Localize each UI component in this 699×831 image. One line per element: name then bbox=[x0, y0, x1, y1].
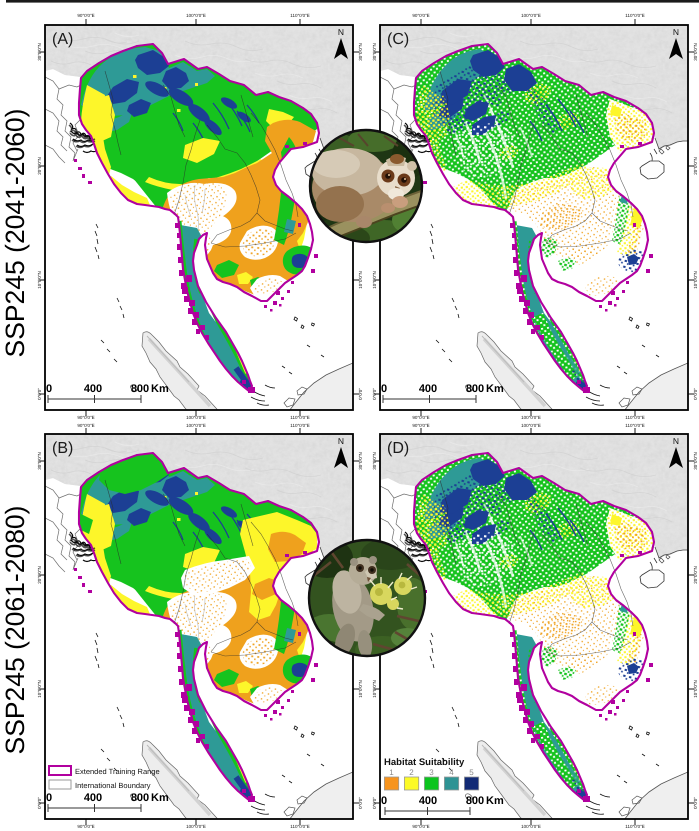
svg-text:100°0'0"E: 100°0'0"E bbox=[521, 13, 541, 18]
svg-text:100°0'0"E: 100°0'0"E bbox=[186, 423, 206, 428]
svg-text:10°0'0"N: 10°0'0"N bbox=[358, 271, 363, 289]
svg-text:110°0'0"E: 110°0'0"E bbox=[625, 415, 644, 420]
svg-text:Habitat Suitability: Habitat Suitability bbox=[384, 757, 465, 768]
svg-text:110°0'0"E: 110°0'0"E bbox=[625, 824, 644, 829]
svg-text:0°0'0": 0°0'0" bbox=[693, 797, 698, 809]
svg-text:90°0'0"E: 90°0'0"E bbox=[77, 423, 94, 428]
svg-text:30°0'0"N: 30°0'0"N bbox=[358, 452, 363, 470]
svg-text:110°0'0"E: 110°0'0"E bbox=[290, 415, 309, 420]
svg-text:800: 800 bbox=[466, 795, 484, 807]
svg-text:10°0'0"N: 10°0'0"N bbox=[358, 680, 363, 698]
svg-text:100°0'0"E: 100°0'0"E bbox=[186, 824, 206, 829]
svg-text:Extended Training Range: Extended Training Range bbox=[75, 767, 160, 776]
svg-text:20°0'0"N: 20°0'0"N bbox=[693, 157, 698, 175]
svg-text:30°0'0"N: 30°0'0"N bbox=[693, 43, 698, 61]
svg-text:110°0'0"E: 110°0'0"E bbox=[625, 423, 644, 428]
svg-text:100°0'0"E: 100°0'0"E bbox=[521, 423, 541, 428]
svg-text:4: 4 bbox=[449, 768, 454, 777]
svg-text:0°0'0": 0°0'0" bbox=[693, 388, 698, 400]
svg-text:20°0'0"N: 20°0'0"N bbox=[693, 566, 698, 584]
svg-text:(A): (A) bbox=[52, 31, 73, 48]
svg-text:110°0'0"E: 110°0'0"E bbox=[625, 13, 644, 18]
svg-text:Km: Km bbox=[486, 795, 504, 807]
svg-text:0: 0 bbox=[381, 795, 387, 807]
svg-text:0°0'0": 0°0'0" bbox=[358, 388, 363, 400]
svg-text:90°0'0"E: 90°0'0"E bbox=[412, 415, 429, 420]
svg-text:(D): (D) bbox=[387, 440, 409, 457]
svg-text:400: 400 bbox=[419, 795, 437, 807]
svg-text:100°0'0"E: 100°0'0"E bbox=[521, 824, 541, 829]
svg-text:100°0'0"E: 100°0'0"E bbox=[186, 415, 206, 420]
svg-text:2: 2 bbox=[409, 768, 414, 777]
svg-text:90°0'0"E: 90°0'0"E bbox=[412, 824, 429, 829]
svg-text:SSP245 (2041-2060): SSP245 (2041-2060) bbox=[0, 109, 30, 358]
svg-text:90°0'0"E: 90°0'0"E bbox=[77, 824, 94, 829]
svg-text:10°0'0"N: 10°0'0"N bbox=[693, 680, 698, 698]
svg-text:30°0'0"N: 30°0'0"N bbox=[358, 43, 363, 61]
svg-text:90°0'0"E: 90°0'0"E bbox=[77, 415, 94, 420]
svg-text:(C): (C) bbox=[387, 31, 409, 48]
svg-text:110°0'0"E: 110°0'0"E bbox=[290, 13, 309, 18]
svg-text:(B): (B) bbox=[52, 440, 73, 457]
svg-text:International Boundary: International Boundary bbox=[75, 781, 151, 790]
svg-text:SSP245 (2061-2080): SSP245 (2061-2080) bbox=[0, 506, 30, 755]
svg-text:90°0'0"E: 90°0'0"E bbox=[412, 13, 429, 18]
svg-text:5: 5 bbox=[469, 768, 474, 777]
svg-text:30°0'0"N: 30°0'0"N bbox=[693, 452, 698, 470]
svg-text:3: 3 bbox=[429, 768, 434, 777]
svg-text:100°0'0"E: 100°0'0"E bbox=[186, 13, 206, 18]
svg-text:110°0'0"E: 110°0'0"E bbox=[290, 423, 309, 428]
svg-text:100°0'0"E: 100°0'0"E bbox=[521, 415, 541, 420]
svg-text:110°0'0"E: 110°0'0"E bbox=[290, 824, 309, 829]
svg-text:1: 1 bbox=[389, 768, 394, 777]
svg-text:90°0'0"E: 90°0'0"E bbox=[77, 13, 94, 18]
svg-text:90°0'0"E: 90°0'0"E bbox=[412, 423, 429, 428]
svg-text:0°0'0": 0°0'0" bbox=[358, 797, 363, 809]
svg-text:10°0'0"N: 10°0'0"N bbox=[693, 271, 698, 289]
